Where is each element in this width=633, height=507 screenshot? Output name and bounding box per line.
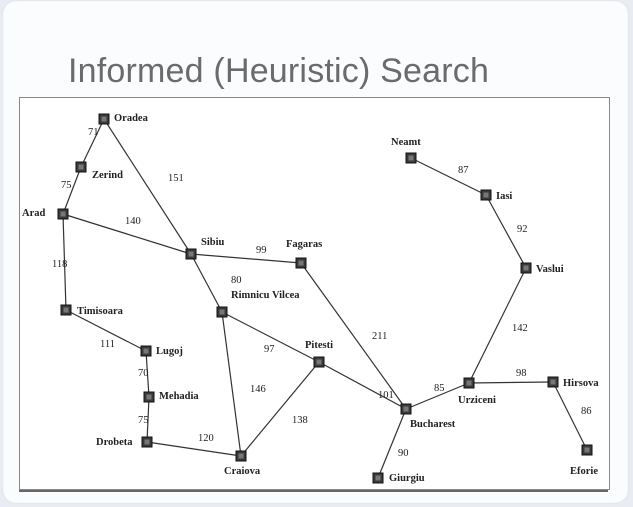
road-oradea-sibiu — [103, 118, 192, 255]
romania-map-panel — [19, 97, 610, 490]
city-node-center-vaslui — [523, 265, 529, 271]
city-label-zerind: Zerind — [92, 170, 123, 181]
road-bucharest-giurgiu — [377, 408, 407, 479]
city-label-drobeta: Drobeta — [96, 437, 133, 448]
city-node-center-neamt — [408, 155, 414, 161]
distance-label-pitesti-bucharest: 101 — [378, 390, 394, 401]
distance-label-urziceni-vaslui: 142 — [512, 323, 528, 334]
slide-divider — [19, 490, 608, 492]
distance-label-rimnicu-pitesti: 97 — [264, 344, 275, 355]
distance-label-oradea-sibiu: 151 — [168, 173, 184, 184]
city-label-neamt: Neamt — [391, 137, 421, 148]
city-label-iasi: Iasi — [496, 191, 512, 202]
city-label-sibiu: Sibiu — [201, 237, 225, 248]
distance-label-oradea-zerind: 71 — [88, 127, 99, 138]
distance-label-timisoara-lugoj: 111 — [100, 339, 115, 350]
city-label-urziceni: Urziceni — [458, 395, 496, 406]
city-node-center-hirsova — [550, 379, 556, 385]
road-sibiu-fagaras — [190, 253, 302, 264]
road-bucharest-urziceni — [405, 382, 470, 410]
road-lugoj-mehadia — [145, 350, 150, 398]
city-node-center-lugoj — [143, 348, 149, 354]
city-node-center-bucharest — [403, 406, 409, 412]
distance-label-arad-sibiu: 140 — [125, 216, 141, 227]
road-drobeta-craiova — [146, 441, 242, 457]
road-rimnicu-craiova — [221, 311, 242, 457]
distance-label-iasi-neamt: 87 — [458, 165, 469, 176]
distance-label-rimnicu-craiova: 146 — [250, 384, 266, 395]
city-label-craiova: Craiova — [224, 466, 261, 477]
road-urziceni-hirsova — [468, 381, 554, 384]
road-fagaras-bucharest — [300, 262, 407, 410]
city-node-center-urziceni — [466, 380, 472, 386]
distance-label-mehadia-drobeta: 75 — [138, 415, 149, 426]
road-mehadia-drobeta — [146, 396, 150, 443]
distance-label-vaslui-iasi: 92 — [517, 224, 528, 235]
city-label-eforie: Eforie — [570, 466, 598, 477]
city-node-center-mehadia — [146, 394, 152, 400]
road-arad-sibiu — [62, 213, 192, 255]
distance-label-zerind-arad: 75 — [61, 180, 72, 191]
city-node-center-timisoara — [63, 307, 69, 313]
city-label-oradea: Oradea — [114, 113, 149, 124]
road-hirsova-eforie — [552, 381, 588, 451]
road-vaslui-iasi — [485, 194, 527, 269]
city-node-center-iasi — [483, 192, 489, 198]
distance-label-sibiu-rimnicu: 80 — [231, 275, 242, 286]
city-node-center-eforie — [584, 447, 590, 453]
city-label-bucharest: Bucharest — [410, 419, 456, 430]
city-label-arad: Arad — [22, 208, 45, 219]
city-node-center-arad — [60, 211, 66, 217]
distance-label-craiova-pitesti: 138 — [292, 415, 308, 426]
road-oradea-zerind — [80, 118, 105, 168]
road-urziceni-vaslui — [468, 267, 527, 384]
city-label-pitesti: Pitesti — [305, 340, 333, 351]
road-iasi-neamt — [410, 157, 487, 196]
road-sibiu-rimnicu — [190, 253, 223, 313]
road-zerind-arad — [62, 166, 82, 215]
city-node-center-pitesti — [316, 359, 322, 365]
road-timisoara-lugoj — [65, 309, 147, 352]
city-node-center-oradea — [101, 116, 107, 122]
city-label-vaslui: Vaslui — [536, 264, 564, 275]
city-label-timisoara: Timisoara — [77, 306, 124, 317]
road-rimnicu-pitesti — [221, 311, 320, 363]
slide-title: Informed (Heuristic) Search — [68, 52, 490, 90]
distance-label-bucharest-urziceni: 85 — [434, 383, 445, 394]
distance-label-fagaras-bucharest: 211 — [372, 331, 387, 342]
distance-label-drobeta-craiova: 120 — [198, 433, 214, 444]
distance-label-lugoj-mehadia: 70 — [138, 368, 149, 379]
distance-label-arad-timisoara: 118 — [52, 259, 67, 270]
city-node-center-zerind — [78, 164, 84, 170]
city-label-fagaras: Fagaras — [286, 239, 322, 250]
distance-label-bucharest-giurgiu: 90 — [398, 448, 409, 459]
distance-label-urziceni-hirsova: 98 — [516, 368, 527, 379]
city-node-center-rimnicu — [219, 309, 225, 315]
road-craiova-pitesti — [240, 361, 320, 457]
city-label-rimnicu: Rimnicu Vilcea — [231, 290, 300, 301]
city-node-center-sibiu — [188, 251, 194, 257]
distance-label-sibiu-fagaras: 99 — [256, 245, 267, 256]
city-node-center-drobeta — [144, 439, 150, 445]
distance-label-hirsova-eforie: 86 — [581, 406, 592, 417]
city-label-hirsova: Hirsova — [563, 378, 599, 389]
road-arad-timisoara — [62, 213, 67, 311]
city-node-center-fagaras — [298, 260, 304, 266]
city-node-center-giurgiu — [375, 475, 381, 481]
city-label-giurgiu: Giurgiu — [389, 473, 425, 484]
road-pitesti-bucharest — [318, 361, 407, 410]
city-label-mehadia: Mehadia — [159, 391, 199, 402]
city-node-center-craiova — [238, 453, 244, 459]
city-label-lugoj: Lugoj — [156, 346, 183, 357]
